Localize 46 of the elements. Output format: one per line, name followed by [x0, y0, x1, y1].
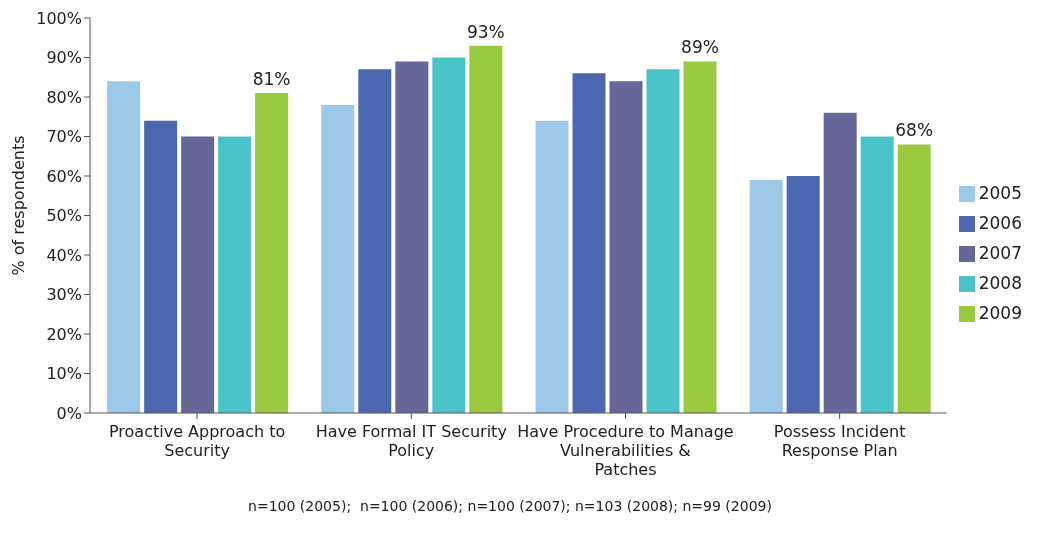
legend-label: 2005: [978, 183, 1022, 203]
bar: [255, 93, 289, 413]
bar: [860, 136, 894, 413]
y-tick-label: 30%: [46, 285, 82, 305]
y-tick-label: 70%: [46, 127, 82, 147]
legend-label: 2009: [978, 303, 1022, 323]
bar: [609, 81, 643, 413]
y-tick-label: 40%: [46, 245, 82, 265]
y-tick-label: 20%: [46, 324, 82, 344]
data-label: 68%: [895, 120, 934, 141]
y-tick-label: 50%: [46, 206, 82, 226]
bar: [683, 61, 717, 413]
bar: [646, 69, 680, 413]
x-tick-label: Have Formal IT Security Policy: [315, 422, 507, 460]
y-tick-label: 0%: [56, 403, 82, 423]
x-tick-label: Proactive Approach to Security: [108, 422, 286, 460]
bar: [897, 144, 931, 413]
text: n=100 (2005); n=100 (2006); n=100 (2007); n=103 (2008); n=99 (2009): [247, 498, 773, 514]
bar: [469, 45, 503, 413]
bar: [181, 136, 215, 413]
bar: [535, 120, 569, 413]
y-tick-label: 90%: [46, 48, 82, 68]
bar: [572, 73, 606, 413]
legend-label: 2007: [978, 243, 1022, 263]
x-tick-label: Possess Incident Response Plan: [773, 422, 906, 460]
y-tick-label: 80%: [46, 87, 82, 107]
bar: [432, 57, 466, 413]
data-label: 81%: [252, 69, 291, 90]
y-tick-label: 100%: [36, 8, 82, 28]
data-label: 89%: [681, 37, 719, 58]
bar: [395, 61, 429, 413]
bar: [358, 69, 392, 413]
bar: [749, 179, 783, 413]
bar: [218, 136, 252, 413]
legend-label: 2008: [978, 273, 1022, 293]
y-tick-label: 60%: [46, 166, 82, 186]
bar: [823, 112, 857, 413]
legend-label: 2006: [978, 213, 1022, 233]
bar: [786, 176, 820, 413]
bar: [144, 120, 178, 413]
data-label: 93%: [466, 21, 505, 42]
y-tick-label: 10%: [46, 364, 82, 384]
x-tick-label: Have Procedure to Manage Vulnerabilities & Patches: [517, 422, 734, 479]
bar: [321, 104, 355, 413]
y-axis-title: % of respondents: [8, 135, 28, 276]
bar: [107, 81, 141, 413]
